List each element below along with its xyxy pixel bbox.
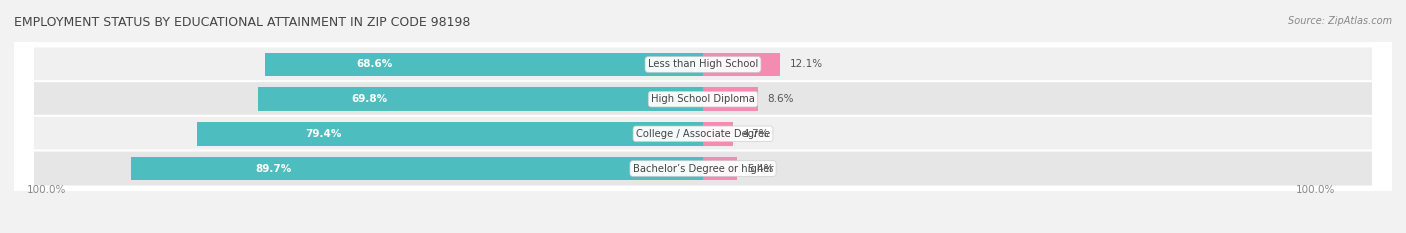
Text: 68.6%: 68.6% xyxy=(357,59,392,69)
Bar xyxy=(703,157,738,180)
Text: 12.1%: 12.1% xyxy=(790,59,823,69)
Text: 89.7%: 89.7% xyxy=(256,164,292,174)
Bar xyxy=(703,87,758,111)
Legend: In Labor Force, Unemployed: In Labor Force, Unemployed xyxy=(0,230,112,233)
FancyBboxPatch shape xyxy=(32,81,1374,117)
FancyBboxPatch shape xyxy=(32,151,1374,187)
Text: 8.6%: 8.6% xyxy=(768,94,794,104)
Text: 79.4%: 79.4% xyxy=(305,129,342,139)
Text: 5.4%: 5.4% xyxy=(747,164,773,174)
Text: Bachelor’s Degree or higher: Bachelor’s Degree or higher xyxy=(633,164,773,174)
Text: EMPLOYMENT STATUS BY EDUCATIONAL ATTAINMENT IN ZIP CODE 98198: EMPLOYMENT STATUS BY EDUCATIONAL ATTAINM… xyxy=(14,16,471,29)
Bar xyxy=(197,122,703,146)
FancyBboxPatch shape xyxy=(32,46,1374,82)
Bar xyxy=(257,87,703,111)
Bar xyxy=(703,122,733,146)
Bar xyxy=(131,157,703,180)
Text: High School Diploma: High School Diploma xyxy=(651,94,755,104)
Text: 69.8%: 69.8% xyxy=(352,94,387,104)
Text: College / Associate Degree: College / Associate Degree xyxy=(636,129,770,139)
Text: 100.0%: 100.0% xyxy=(1296,185,1336,195)
FancyBboxPatch shape xyxy=(32,116,1374,152)
Text: 4.7%: 4.7% xyxy=(742,129,769,139)
Text: Less than High School: Less than High School xyxy=(648,59,758,69)
Text: 100.0%: 100.0% xyxy=(27,185,66,195)
Text: Source: ZipAtlas.com: Source: ZipAtlas.com xyxy=(1288,16,1392,26)
Bar xyxy=(703,53,780,76)
Bar xyxy=(266,53,703,76)
